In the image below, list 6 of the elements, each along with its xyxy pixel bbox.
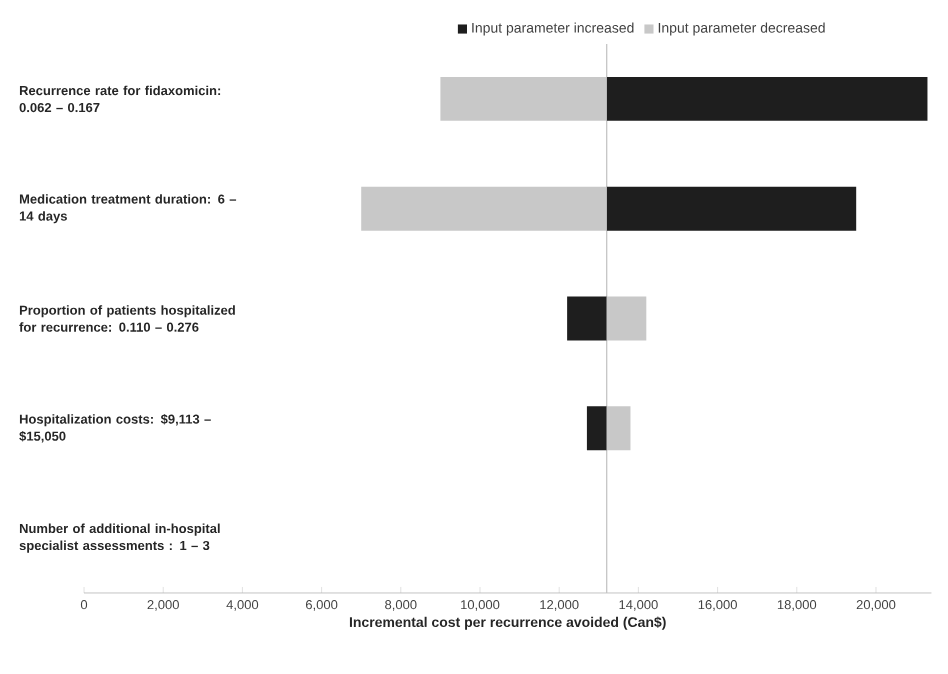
bar: [606, 186, 857, 231]
bar: [606, 76, 928, 121]
bar: [567, 296, 607, 341]
bar: [586, 406, 607, 451]
bar: [606, 406, 631, 451]
bar: [606, 296, 647, 341]
